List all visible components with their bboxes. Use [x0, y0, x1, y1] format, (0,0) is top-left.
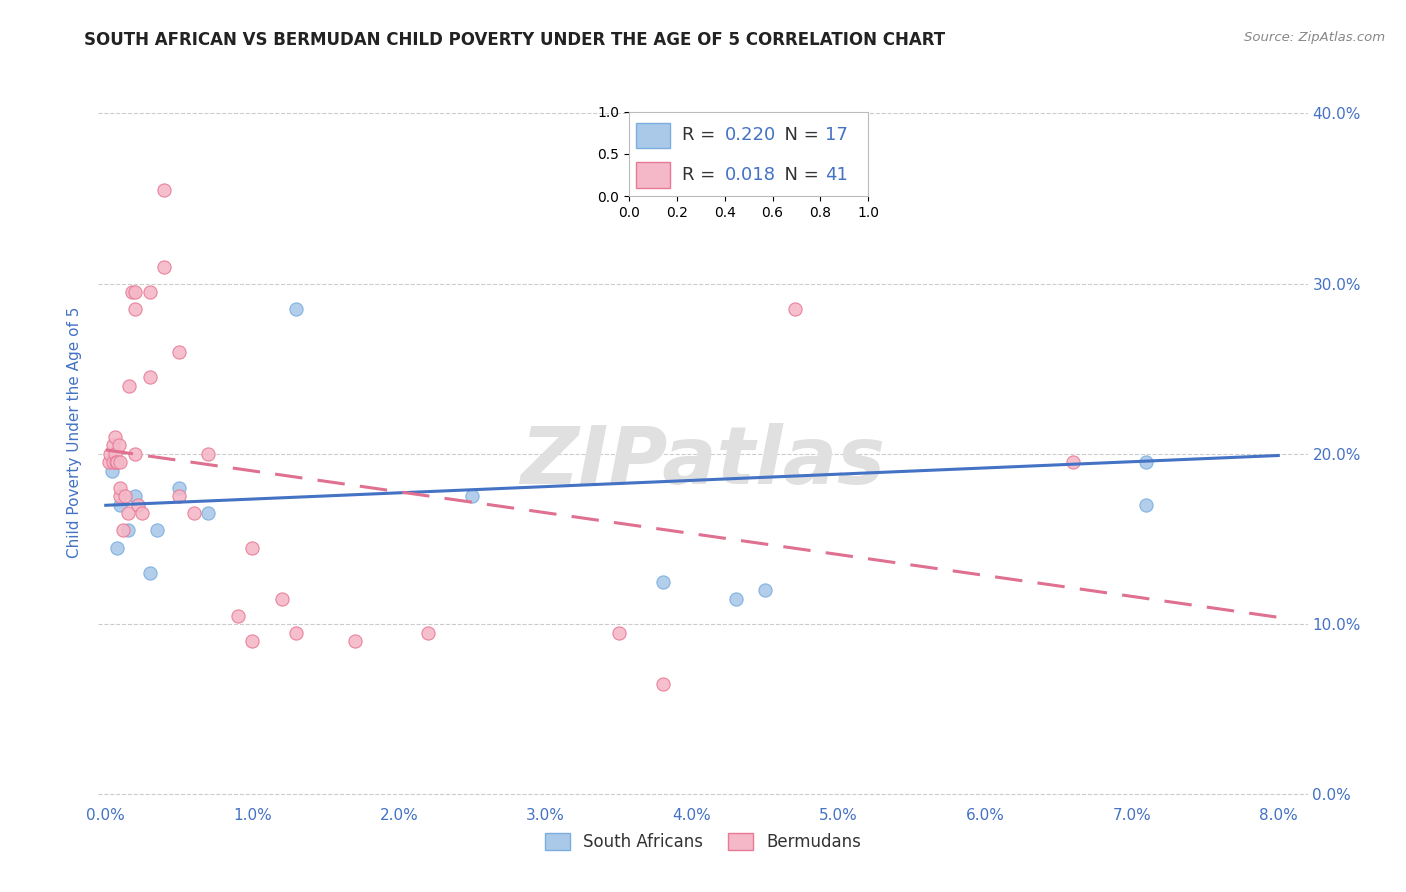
Point [100, 464, 122, 478]
Point [103, 447, 125, 461]
Point [183, 507, 205, 521]
Point [110, 481, 132, 495]
Point [607, 625, 630, 640]
Point [240, 541, 263, 555]
Point [105, 455, 128, 469]
Point [114, 490, 136, 504]
Point [107, 541, 129, 555]
Point [285, 302, 308, 317]
Text: SOUTH AFRICAN VS BERMUDAN CHILD POVERTY UNDER THE AGE OF 5 CORRELATION CHART: SOUTH AFRICAN VS BERMUDAN CHILD POVERTY … [84, 31, 945, 49]
Point [124, 447, 146, 461]
Point [138, 370, 160, 384]
Point [117, 507, 139, 521]
Point [107, 455, 129, 469]
Point [418, 625, 440, 640]
Legend: South Africans, Bermudans: South Africans, Bermudans [538, 826, 868, 857]
Point [124, 285, 146, 300]
Point [131, 507, 153, 521]
Point [97, 455, 120, 469]
Text: N =: N = [773, 166, 824, 184]
Point [167, 344, 190, 359]
Point [724, 591, 747, 606]
Point [1062, 455, 1084, 469]
Text: Source: ZipAtlas.com: Source: ZipAtlas.com [1244, 31, 1385, 45]
Point [108, 438, 131, 452]
Point [153, 183, 176, 197]
Point [153, 260, 176, 274]
Point [124, 302, 146, 317]
Text: 17: 17 [825, 127, 848, 145]
Text: 0.220: 0.220 [725, 127, 776, 145]
Point [138, 566, 160, 580]
Point [98, 447, 121, 461]
Point [1135, 498, 1157, 512]
FancyBboxPatch shape [637, 162, 669, 188]
Point [138, 285, 160, 300]
Point [117, 524, 139, 538]
Point [651, 574, 673, 589]
Point [285, 625, 308, 640]
Text: 41: 41 [825, 166, 848, 184]
Point [197, 447, 219, 461]
Point [1135, 455, 1157, 469]
Point [167, 490, 190, 504]
Point [799, 149, 821, 163]
Y-axis label: Child Poverty Under the Age of 5: Child Poverty Under the Age of 5 [67, 307, 83, 558]
Point [110, 490, 132, 504]
Point [124, 490, 146, 504]
Point [101, 455, 124, 469]
Point [110, 455, 132, 469]
Point [651, 676, 673, 690]
Point [121, 285, 143, 300]
Point [197, 507, 219, 521]
Point [110, 498, 132, 512]
Text: R =: R = [682, 166, 721, 184]
Point [783, 302, 806, 317]
Point [461, 490, 484, 504]
Point [103, 430, 125, 444]
Point [343, 634, 366, 648]
Point [127, 498, 149, 512]
Point [112, 524, 135, 538]
Point [118, 379, 141, 393]
FancyBboxPatch shape [637, 122, 669, 148]
Text: N =: N = [773, 127, 824, 145]
Point [754, 582, 776, 597]
Point [226, 608, 249, 623]
Text: 0.018: 0.018 [725, 166, 776, 184]
Point [167, 481, 190, 495]
Point [270, 591, 292, 606]
Text: R =: R = [682, 127, 721, 145]
Point [146, 524, 169, 538]
Point [101, 438, 124, 452]
Text: ZIPatlas: ZIPatlas [520, 423, 886, 501]
Point [240, 634, 263, 648]
